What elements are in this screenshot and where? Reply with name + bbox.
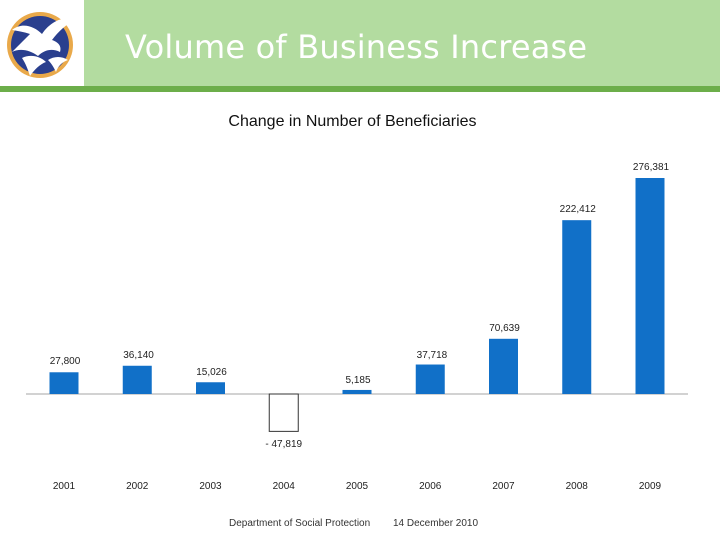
tick-label-2002: 2002 (126, 481, 149, 492)
data-label-2004: - 47,819 (265, 439, 302, 450)
data-label-2008: 222,412 (560, 204, 597, 215)
tick-label-2003: 2003 (199, 481, 222, 492)
data-label-2002: 36,140 (123, 350, 154, 361)
tick-label-2006: 2006 (419, 481, 442, 492)
header-rule (0, 86, 720, 92)
bar-2008 (562, 220, 592, 394)
tick-label-2008: 2008 (566, 481, 589, 492)
data-label-2003: 15,026 (196, 367, 227, 378)
bar-2009 (635, 178, 665, 394)
bar-2007 (489, 338, 518, 394)
tick-label-2009: 2009 (639, 481, 662, 492)
tick-label-2001: 2001 (53, 481, 76, 492)
tick-label-2004: 2004 (273, 481, 296, 492)
slide-title: Volume of Business Increase (125, 28, 588, 66)
logo (0, 0, 84, 86)
bar-2006 (415, 364, 445, 394)
data-label-2007: 70,639 (489, 323, 520, 334)
data-label-2005: 5,185 (345, 375, 370, 386)
header-band (0, 0, 720, 86)
tick-label-2007: 2007 (492, 481, 515, 492)
footer-department: Department of Social Protection (229, 518, 371, 529)
data-label-2009: 276,381 (633, 162, 670, 173)
dove-logo-icon (7, 12, 78, 78)
bar-2001 (49, 372, 79, 394)
data-label-2001: 27,800 (50, 356, 81, 367)
chart-title: Change in Number of Beneficiaries (228, 113, 477, 130)
footer-date: 14 December 2010 (393, 518, 479, 529)
tick-label-2005: 2005 (346, 481, 369, 492)
bar-2004 (268, 393, 299, 432)
bar-2003 (196, 382, 225, 394)
bar-2002 (122, 365, 152, 394)
data-label-2006: 37,718 (417, 350, 448, 361)
bar-2005 (342, 389, 372, 394)
